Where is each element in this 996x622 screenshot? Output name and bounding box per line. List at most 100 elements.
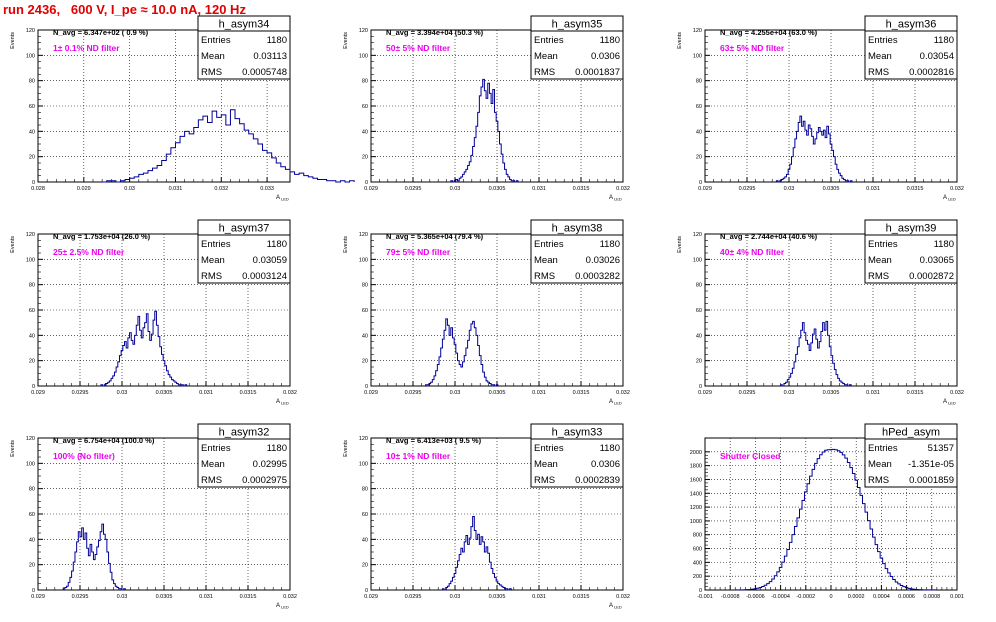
- x-tick-label: 0.032: [283, 390, 297, 396]
- stats-key: RMS: [868, 67, 889, 78]
- stats-value: 0.03113: [253, 51, 287, 62]
- stats-value: 1180: [934, 239, 954, 250]
- y-tick-label: 1800: [690, 464, 702, 470]
- x-tick-label: 0.031: [169, 186, 183, 192]
- histogram-line: [736, 448, 937, 591]
- stats-value: 0.0001859: [909, 475, 954, 486]
- y-tick-label: 100: [26, 53, 35, 59]
- stats-value: 0.0306: [591, 459, 620, 470]
- x-tick-label: 0.0315: [907, 186, 924, 192]
- x-tick-label: 0.03: [117, 594, 128, 600]
- y-tick-label: 120: [359, 436, 368, 442]
- x-tick-label: 0.03: [117, 390, 128, 396]
- x-tick-label: 0.032: [616, 186, 630, 192]
- y-tick-label: 100: [693, 257, 702, 263]
- y-tick-label: 120: [359, 28, 368, 34]
- y-tick-label: 40: [362, 129, 368, 135]
- y-tick-label: 80: [696, 79, 702, 85]
- histogram-line: [450, 78, 519, 183]
- x-tick-label: 0.029: [31, 390, 45, 396]
- y-tick-label: 120: [26, 232, 35, 238]
- stats-key: RMS: [868, 475, 889, 486]
- x-tick-label: 0.029: [698, 186, 712, 192]
- x-tick-label: -0.0002: [796, 594, 815, 600]
- navg-label: N_avg = 3.394e+04 (50.3 %): [386, 28, 484, 37]
- x-axis-title: ALED: [609, 603, 622, 610]
- x-tick-label: 0.0006: [898, 594, 915, 600]
- x-tick-label: 0.0295: [405, 594, 422, 600]
- stats-value: 0.0002816: [909, 67, 954, 78]
- y-tick-label: 80: [29, 283, 35, 289]
- stats-value: 0.0003282: [575, 271, 620, 282]
- x-tick-label: 0.03: [450, 594, 461, 600]
- stats-value: 0.0001837: [575, 67, 620, 78]
- y-tick-label: 120: [359, 232, 368, 238]
- y-tick-label: 60: [29, 308, 35, 314]
- y-tick-label: 100: [26, 257, 35, 263]
- filter-label: 40± 4% ND filter: [720, 247, 785, 257]
- y-axis-title: Events: [343, 32, 349, 49]
- navg-label: N_avg = 6.347e+02 ( 0.9 %): [53, 28, 149, 37]
- stats-box: [197, 234, 291, 284]
- stats-value: 0.02995: [253, 459, 287, 470]
- y-tick-label: 1400: [690, 491, 702, 497]
- y-axis-title: Events: [10, 440, 16, 457]
- y-tick-label: 40: [696, 129, 702, 135]
- x-tick-label: 0.0305: [489, 390, 506, 396]
- y-tick-label: 0: [699, 384, 702, 390]
- y-tick-label: 800: [693, 533, 702, 539]
- x-tick-label: 0.029: [364, 594, 378, 600]
- navg-label: N_avg = 5.365e+04 (79.4 %): [386, 232, 484, 241]
- filter-label: Shutter Closed: [720, 451, 780, 461]
- y-tick-label: 200: [693, 574, 702, 580]
- x-tick-label: 0.029: [31, 594, 45, 600]
- stats-key: Mean: [201, 459, 225, 470]
- y-tick-label: 0: [32, 384, 35, 390]
- histogram-name: h_asym39: [886, 223, 937, 235]
- y-tick-label: 100: [359, 53, 368, 59]
- stats-value: 1180: [934, 35, 954, 46]
- stats-box: [864, 438, 958, 488]
- y-tick-label: 60: [362, 308, 368, 314]
- y-tick-label: 20: [29, 563, 35, 569]
- y-tick-label: 1600: [690, 477, 702, 483]
- navg-label: N_avg = 1.753e+04 (26.0 %): [53, 232, 151, 241]
- navg-label: N_avg = 2.744e+04 (40.6 %): [720, 232, 818, 241]
- y-axis-title: Events: [343, 236, 349, 253]
- x-tick-label: 0.032: [950, 390, 964, 396]
- y-tick-label: 80: [362, 79, 368, 85]
- stats-value: 51357: [928, 443, 954, 454]
- y-tick-label: 20: [29, 359, 35, 365]
- y-axis-title: Events: [677, 236, 683, 253]
- histogram-panel-hPed_asym: 0 200 400 600 800 1000 1200 1400 1600 1800 2000 -0.…: [690, 423, 964, 600]
- x-tick-label: 0.0305: [156, 390, 173, 396]
- x-tick-label: 0.032: [283, 594, 297, 600]
- y-axis-title: Events: [677, 32, 683, 49]
- stats-value: 0.0002872: [909, 271, 954, 282]
- x-tick-label: 0.0315: [907, 390, 924, 396]
- x-tick-label: 0.033: [260, 186, 274, 192]
- stats-value: 1180: [267, 443, 287, 454]
- filter-label: 25± 2.5% ND filter: [53, 247, 125, 257]
- stats-value: 0.0005748: [242, 67, 287, 78]
- x-tick-label: 0.031: [866, 390, 880, 396]
- x-tick-label: 0.0295: [405, 390, 422, 396]
- y-tick-label: 120: [693, 28, 702, 34]
- x-tick-label: -0.001: [697, 594, 713, 600]
- y-tick-label: 40: [362, 537, 368, 543]
- stats-value: 1180: [600, 443, 620, 454]
- stats-key: Mean: [534, 459, 558, 470]
- x-axis-title: ALED: [276, 603, 289, 610]
- histogram-line: [775, 115, 853, 183]
- x-tick-label: 0.029: [698, 390, 712, 396]
- y-tick-label: 20: [362, 359, 368, 365]
- stats-value: 0.0306: [591, 51, 620, 62]
- stats-key: Entries: [868, 35, 898, 46]
- stats-value: 0.03059: [253, 255, 287, 266]
- x-tick-label: 0.0305: [823, 186, 840, 192]
- x-tick-label: 0.03: [124, 186, 135, 192]
- stats-value: 0.0002839: [575, 475, 620, 486]
- stats-key: RMS: [201, 475, 222, 486]
- y-tick-label: 60: [29, 104, 35, 110]
- histogram-panel-h_asym34: 0 20 40 60 80 100 120 0.028 0.029 0.03 0.031 0.032 0…: [10, 15, 355, 202]
